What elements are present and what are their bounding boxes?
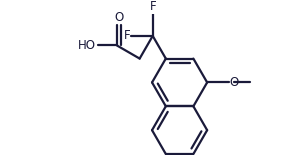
Text: F: F (124, 29, 130, 42)
Text: F: F (149, 0, 156, 13)
Text: O: O (230, 76, 239, 89)
Text: HO: HO (78, 39, 96, 52)
Text: O: O (115, 11, 124, 24)
